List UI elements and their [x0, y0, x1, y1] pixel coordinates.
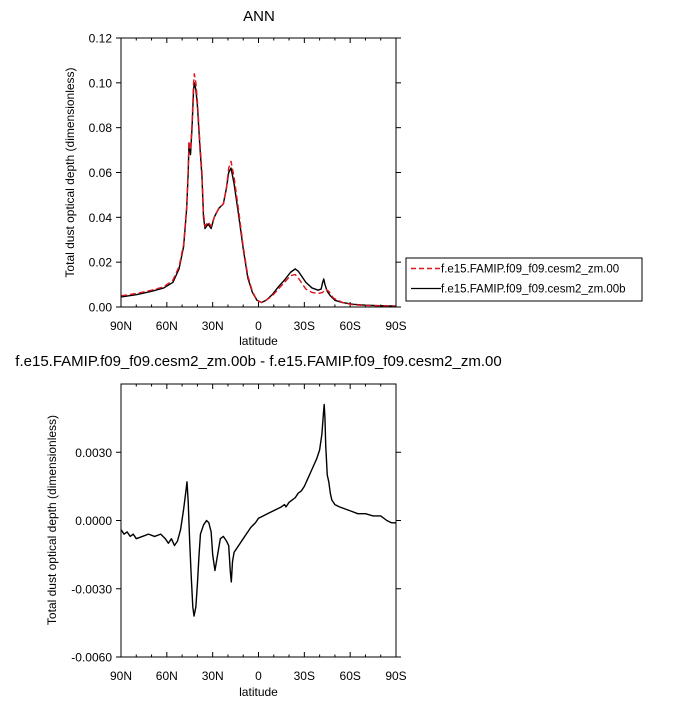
bottom-x-tick-label: 30S: [294, 669, 315, 683]
bottom-tick-marks: [116, 384, 401, 658]
top-y-tick-labels: 0.00 0.02 0.04 0.06 0.08 0.10 0.12: [89, 32, 113, 315]
legend-label: f.e15.FAMIP.f09_f09.cesm2_zm.00b: [441, 284, 626, 296]
top-y-tick-label: 0.06: [89, 166, 113, 180]
top-y-tick-label: 0.02: [89, 256, 113, 270]
top-x-tick-label: 60N: [156, 319, 178, 333]
top-series-line-1: [120, 73, 397, 307]
bottom-y-tick-label: -0.0060: [71, 651, 112, 665]
top-tick-marks: [116, 37, 401, 308]
top-x-tick-label: 30S: [294, 319, 315, 333]
bottom-y-tick-label: 0.0000: [75, 514, 112, 528]
bottom-x-tick-label: 60N: [156, 669, 178, 683]
top-y-tick-label: 0.10: [89, 76, 113, 90]
bottom-y-tick-labels: -0.0060 -0.0030 0.0000 0.0030: [71, 446, 112, 665]
bottom-y-tick-label: 0.0030: [75, 446, 112, 460]
top-y-tick-label: 0.00: [89, 301, 113, 315]
top-x-tick-label: 30N: [202, 319, 224, 333]
top-title: ANN: [243, 8, 275, 25]
bottom-x-tick-label: 90S: [385, 669, 406, 683]
top-x-tick-labels: 90N 60N 30N 0 30S 60S 90S: [110, 319, 407, 333]
top-x-tick-label: 0: [255, 319, 262, 333]
top-x-tick-label: 90S: [385, 319, 406, 333]
bottom-plot-frame: [120, 383, 397, 658]
top-y-tick-label: 0.08: [89, 121, 113, 135]
top-series-group: [120, 73, 397, 307]
bottom-x-tick-label: 0: [255, 669, 262, 683]
bottom-x-tick-labels: 90N 60N 30N 0 30S 60S 90S: [110, 669, 407, 683]
legend-label: f.e15.FAMIP.f09_f09.cesm2_zm.00: [441, 264, 619, 276]
top-series-line-0: [120, 82, 397, 307]
bottom-title: f.e15.FAMIP.f09_f09.cesm2_zm.00b - f.e15…: [15, 353, 501, 370]
legend: f.e15.FAMIP.f09_f09.cesm2_zm.00 f.e15.FA…: [405, 257, 643, 302]
top-plot-frame: [120, 37, 397, 308]
top-x-axis-label: latitude: [239, 334, 278, 348]
top-y-tick-label: 0.12: [89, 32, 113, 46]
top-panel: ANN 0.00 0.02 0.04 0.06 0.08 0.10 0.12 9…: [63, 8, 643, 348]
top-x-tick-label: 60S: [340, 319, 361, 333]
bottom-series-group: [120, 403, 396, 617]
bottom-y-tick-label: -0.0030: [71, 582, 112, 596]
top-x-tick-label: 90N: [110, 319, 132, 333]
bottom-series-line-0: [120, 403, 396, 617]
bottom-x-axis-label: latitude: [239, 685, 278, 699]
bottom-x-tick-label: 90N: [110, 669, 132, 683]
bottom-panel: f.e15.FAMIP.f09_f09.cesm2_zm.00b - f.e15…: [15, 353, 501, 699]
bottom-x-tick-label: 60S: [340, 669, 361, 683]
top-y-axis-label: Total dust optical depth (dimensionless): [63, 67, 77, 277]
top-y-tick-label: 0.04: [89, 211, 113, 225]
bottom-x-tick-label: 30N: [202, 669, 224, 683]
legend-box: [405, 257, 643, 302]
bottom-y-axis-label: Total dust optical depth (dimensionless): [45, 415, 59, 625]
